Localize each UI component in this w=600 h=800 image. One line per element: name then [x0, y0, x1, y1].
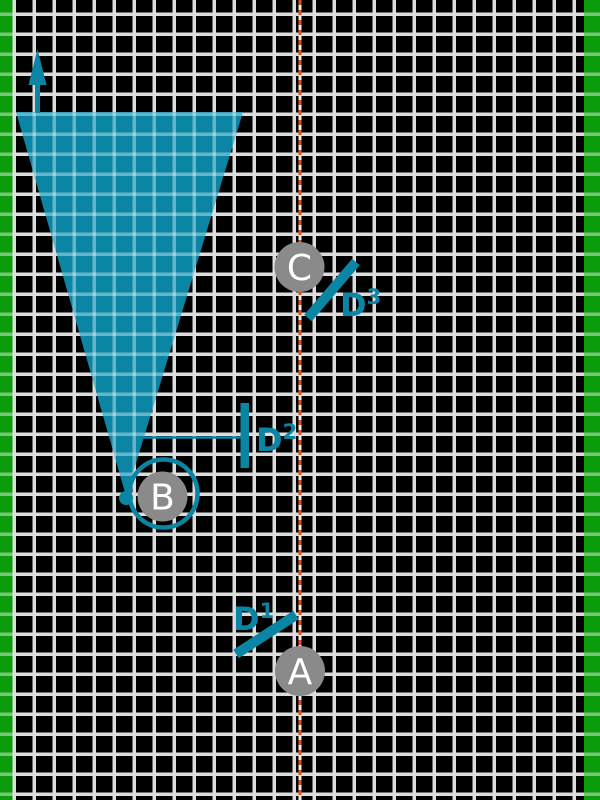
- marker-d1-sup: 1: [260, 599, 275, 623]
- marker-d2: D2: [142, 403, 297, 468]
- marker-d1-label: D1: [233, 599, 274, 638]
- marker-d1-base: D: [233, 600, 260, 638]
- point-c-label: C: [287, 248, 312, 289]
- point-a-circle[interactable]: [275, 646, 325, 696]
- arrow-shaft: [35, 79, 40, 113]
- point-a-marker[interactable]: A: [275, 646, 325, 696]
- point-c-circle[interactable]: [274, 242, 325, 292]
- point-b-circle[interactable]: [137, 471, 188, 522]
- marker-d3-base: D: [340, 286, 367, 324]
- marker-d2-sup: 2: [283, 420, 298, 444]
- left-green-rail: [0, 0, 13, 800]
- arrow-head: [28, 49, 47, 85]
- marker-d3-label: D3: [340, 285, 381, 324]
- marker-d3-sup: 3: [367, 285, 382, 309]
- point-c-marker[interactable]: C: [274, 242, 325, 292]
- point-b-label: B: [150, 478, 175, 519]
- marker-d1-line: [233, 610, 299, 659]
- marker-d3-line: [304, 258, 360, 322]
- up-arrow-icon: [28, 49, 47, 113]
- marker-d2-bar: [240, 403, 249, 468]
- marker-d1: D1: [233, 599, 299, 659]
- cone-apex-dot: [119, 491, 133, 505]
- marker-d2-base: D: [256, 421, 283, 459]
- marker-d2-label: D2: [256, 420, 297, 459]
- point-a-label: A: [288, 652, 313, 693]
- marker-d3: D3: [304, 258, 381, 324]
- right-green-rail: [584, 0, 600, 800]
- point-b-marker[interactable]: B: [137, 471, 188, 522]
